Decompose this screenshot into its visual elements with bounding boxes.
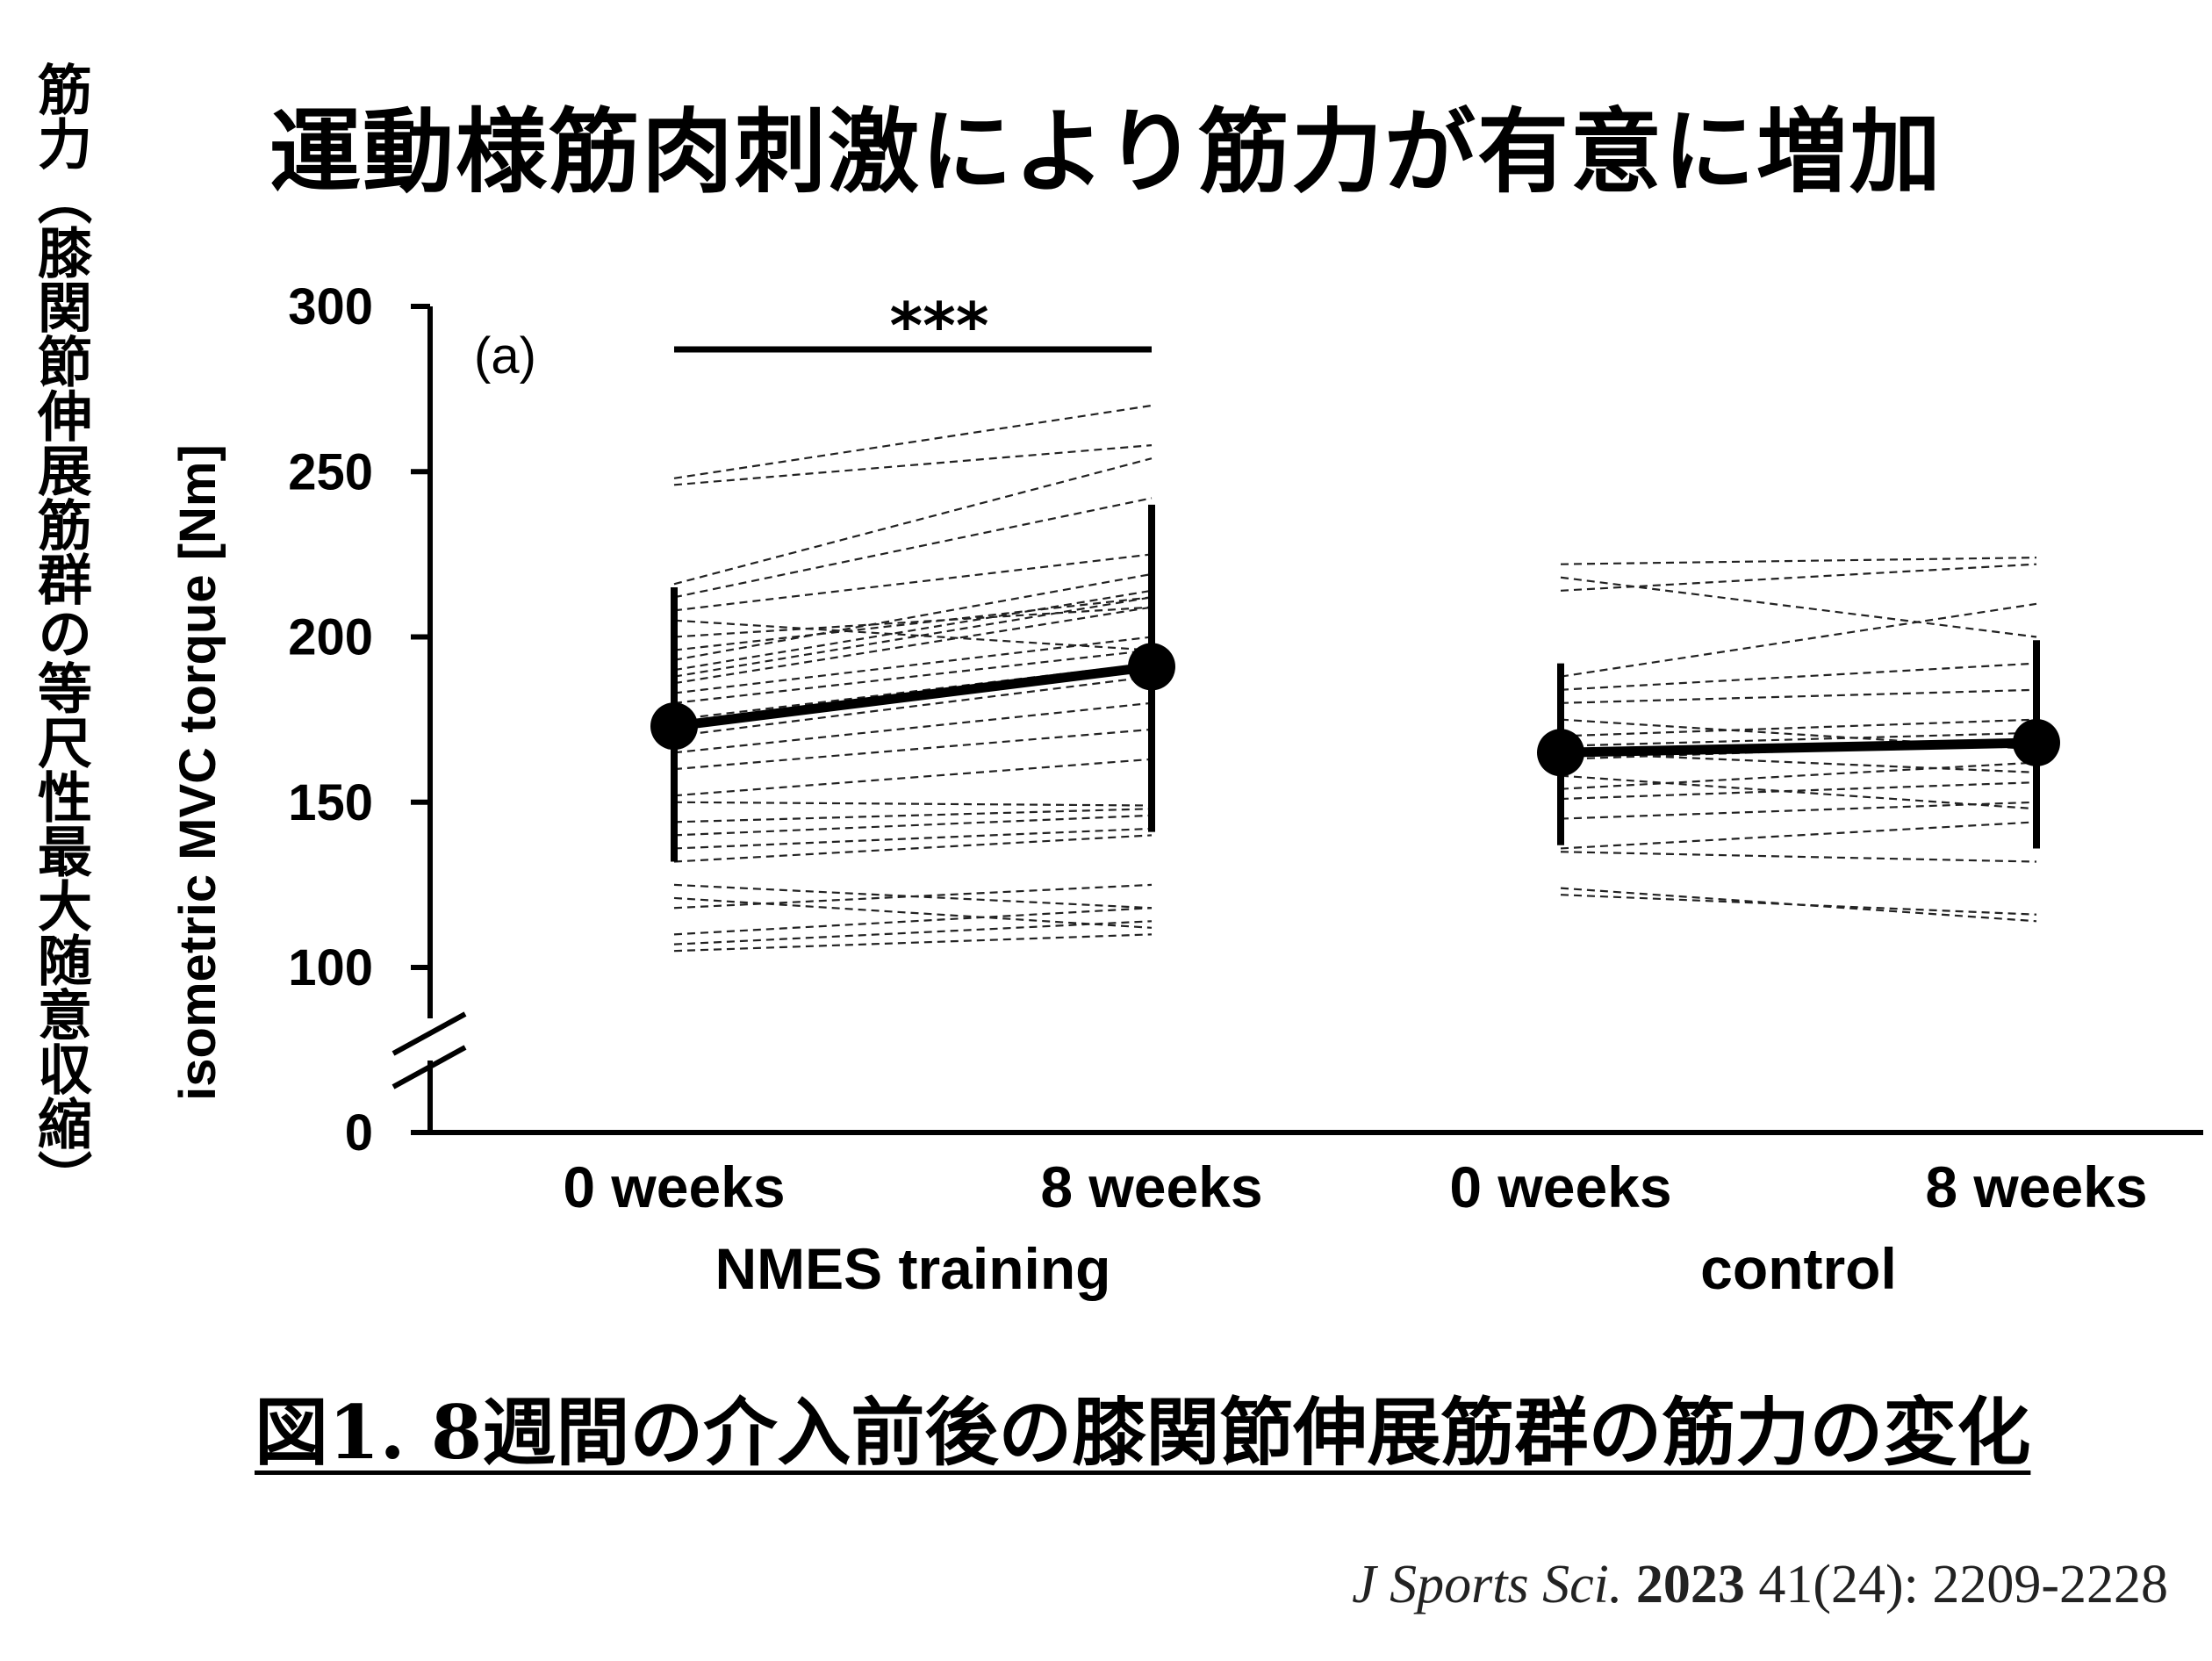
individual-line	[673, 827, 1153, 850]
individual-line	[1560, 751, 2037, 773]
individual-line	[1560, 576, 2037, 638]
chart-axes: 0 100 150 200 250 300	[288, 278, 2203, 1161]
y-axis-japanese-main: 筋力	[28, 61, 92, 170]
individual-line	[673, 606, 1153, 685]
individual-line	[673, 619, 1153, 651]
individual-line	[1560, 761, 2037, 790]
individual-line	[673, 933, 1153, 953]
individual-lines	[673, 404, 2037, 953]
individual-line	[1560, 781, 2037, 801]
group-label: control	[1700, 1236, 1897, 1301]
individual-line	[1560, 688, 2037, 704]
individual-line	[673, 920, 1153, 946]
group-label: NMES training	[715, 1236, 1110, 1301]
individual-line	[673, 596, 1153, 651]
individual-line	[673, 883, 1153, 910]
x-category-label: 0 weeks	[563, 1154, 785, 1219]
individual-line	[1560, 774, 2037, 810]
figure-caption: 図1. 8週間の介入前後の膝関節伸展筋群の筋力の変化	[255, 1389, 2031, 1476]
individual-line	[1560, 602, 2037, 678]
individual-line	[673, 589, 1153, 672]
individual-line	[673, 553, 1153, 612]
individual-line	[1560, 821, 2037, 850]
mean-point	[650, 702, 698, 751]
individual-line	[673, 596, 1153, 678]
individual-line	[673, 636, 1153, 694]
individual-line	[1560, 718, 2037, 737]
individual-line	[1560, 851, 2037, 863]
axis-break-mark-1	[391, 1011, 467, 1056]
individual-line	[1560, 563, 2037, 592]
panel-label: (a)	[474, 327, 536, 385]
y-tick-label: 0	[345, 1104, 373, 1161]
individual-line	[1560, 557, 2037, 565]
citation-year: 2023	[1635, 1555, 1745, 1614]
individual-line	[673, 404, 1153, 479]
individual-line	[673, 675, 1153, 737]
individual-line	[673, 572, 1153, 661]
slide-title: 運動様筋肉刺激により筋力が有意に増加	[269, 98, 1943, 205]
individual-line	[673, 896, 1153, 929]
individual-line	[673, 457, 1153, 586]
y-tick-label: 100	[288, 939, 373, 996]
mean-line	[673, 661, 1153, 731]
y-axis-japanese-detail: （膝関節伸展筋群の等尺性最大随意収縮）	[28, 170, 92, 1204]
individual-line	[673, 907, 1153, 936]
mean-line	[1560, 737, 2037, 758]
mean-point	[1128, 643, 1175, 691]
x-category-label: 8 weeks	[1925, 1154, 2147, 1219]
individual-line	[1560, 662, 2037, 691]
individual-line	[673, 834, 1153, 863]
individual-line	[673, 701, 1153, 754]
y-tick-label: 200	[288, 609, 373, 666]
x-category-label: 8 weeks	[1040, 1154, 1262, 1219]
y-axis-label: isometric MVC torque [Nm]	[169, 444, 226, 1101]
y-axis-japanese-label: 筋力 （膝関節伸展筋群の等尺性最大随意収縮）	[7, 61, 112, 1431]
y-tick-label: 250	[288, 443, 373, 500]
citation-volume-pages: 41(24): 2209-2228	[1758, 1555, 2168, 1614]
individual-line	[673, 444, 1153, 486]
mean-series	[650, 504, 2060, 862]
y-tick-label: 150	[288, 774, 373, 831]
individual-line	[673, 606, 1153, 638]
individual-line	[673, 814, 1153, 837]
mean-point	[1537, 729, 1584, 777]
significance-marker: ***	[890, 289, 989, 363]
chart-labels: (a) isometric MVC torque [Nm] 0 weeks 8 wee…	[169, 289, 2148, 1301]
individual-line	[1560, 801, 2037, 820]
individual-line	[673, 649, 1153, 704]
individual-line	[673, 728, 1153, 771]
mean-point	[2013, 718, 2060, 766]
citation-journal: J Sports Sci.	[1352, 1555, 1623, 1614]
individual-line	[673, 497, 1153, 599]
individual-line	[673, 808, 1153, 823]
individual-line	[1560, 731, 2037, 747]
individual-line	[1560, 887, 2037, 923]
x-category-label: 0 weeks	[1449, 1154, 1671, 1219]
y-tick-label: 300	[288, 278, 373, 335]
axis-break-mark-2	[391, 1045, 467, 1089]
citation: J Sports Sci. 2023 41(24): 2209-2228	[1352, 1554, 2168, 1616]
individual-line	[673, 758, 1153, 797]
individual-line	[673, 801, 1153, 807]
